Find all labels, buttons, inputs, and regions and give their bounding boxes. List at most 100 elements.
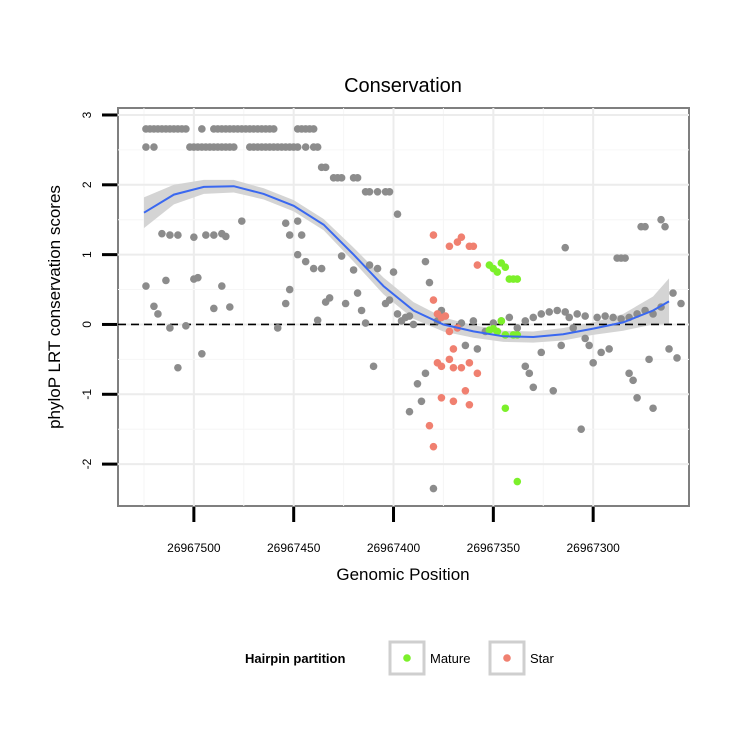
chart-title: Conservation	[344, 75, 462, 97]
point-other	[361, 319, 370, 327]
point-other	[549, 386, 558, 395]
point-other	[166, 231, 174, 239]
point-star	[429, 296, 438, 304]
point-star	[449, 363, 458, 372]
point-other	[641, 222, 649, 231]
point-other	[325, 294, 334, 302]
point-other	[301, 143, 310, 151]
point-star	[437, 362, 446, 371]
point-other	[577, 425, 585, 433]
point-other	[365, 187, 374, 196]
point-other	[553, 306, 562, 315]
point-other	[202, 231, 210, 239]
x-tick-label: 26967350	[467, 541, 521, 555]
point-other	[525, 369, 534, 378]
point-other	[597, 348, 605, 357]
point-other	[573, 310, 581, 318]
point-mature	[497, 317, 506, 325]
point-other	[561, 308, 570, 316]
point-star	[457, 233, 466, 241]
point-other	[337, 174, 346, 182]
point-other	[513, 324, 522, 332]
x-tick-label: 26967450	[267, 541, 321, 555]
point-star	[469, 242, 478, 251]
point-star	[465, 359, 474, 367]
point-other	[409, 320, 418, 329]
point-other	[182, 125, 190, 133]
point-star	[437, 393, 446, 402]
point-other	[405, 407, 414, 416]
y-tick-label: 3	[80, 111, 94, 118]
point-other	[665, 345, 673, 353]
point-other	[293, 250, 302, 259]
legend-label-mature: Mature	[430, 651, 470, 666]
y-tick-label: 2	[80, 181, 94, 188]
point-other	[285, 231, 294, 239]
point-other	[657, 215, 665, 224]
point-star	[449, 345, 458, 353]
point-other	[421, 369, 430, 378]
point-other	[210, 304, 218, 313]
point-other	[649, 404, 657, 413]
point-other	[154, 310, 162, 318]
point-other	[337, 252, 346, 260]
point-other	[521, 317, 530, 325]
point-other	[589, 359, 597, 367]
point-other	[413, 380, 422, 388]
point-other	[269, 125, 278, 133]
point-other	[309, 125, 318, 133]
point-other	[473, 345, 482, 353]
point-other	[545, 308, 554, 316]
point-other	[565, 313, 574, 322]
legend: Hairpin partition Mature Star	[245, 640, 555, 676]
point-other	[629, 376, 637, 385]
point-other	[537, 310, 546, 318]
point-other	[301, 257, 310, 266]
point-other	[222, 232, 230, 241]
point-star	[449, 397, 458, 406]
point-other	[237, 217, 246, 225]
point-star	[445, 327, 454, 336]
point-other	[229, 143, 238, 151]
point-other	[605, 345, 613, 353]
y-axis: -2 -1 0 1 2 3	[80, 111, 117, 469]
point-other	[297, 231, 306, 239]
point-other	[341, 299, 350, 308]
grid-lines	[118, 108, 689, 506]
point-other	[621, 254, 629, 262]
x-axis-title: Genomic Position	[336, 565, 469, 584]
y-axis-title: phyloP LRT conservation scores	[45, 185, 64, 429]
point-other	[393, 210, 402, 218]
point-other	[393, 310, 402, 318]
point-other	[321, 163, 330, 172]
point-other	[625, 369, 633, 378]
point-other	[313, 143, 322, 151]
data-points	[142, 125, 685, 493]
point-other	[365, 261, 374, 269]
point-other	[389, 268, 398, 276]
point-other	[190, 233, 198, 241]
point-other	[349, 266, 358, 274]
point-other	[609, 313, 617, 322]
point-other	[226, 303, 234, 311]
point-star	[473, 369, 482, 378]
point-star	[457, 363, 466, 372]
y-tick-label: -2	[80, 458, 94, 469]
point-other	[633, 393, 641, 402]
point-other	[417, 397, 426, 406]
point-other	[373, 264, 382, 273]
point-other	[521, 362, 530, 371]
point-other	[601, 312, 609, 320]
x-tick-label: 26967300	[566, 541, 620, 555]
point-other	[142, 143, 150, 151]
point-other	[669, 289, 677, 297]
point-other	[281, 219, 290, 228]
point-mature	[501, 404, 510, 413]
confidence-band-area	[143, 179, 670, 343]
point-other	[469, 317, 478, 325]
y-tick-label: 0	[80, 321, 94, 328]
point-other	[373, 187, 382, 196]
point-mature	[513, 477, 522, 486]
point-other	[569, 324, 578, 332]
point-other	[677, 299, 685, 308]
